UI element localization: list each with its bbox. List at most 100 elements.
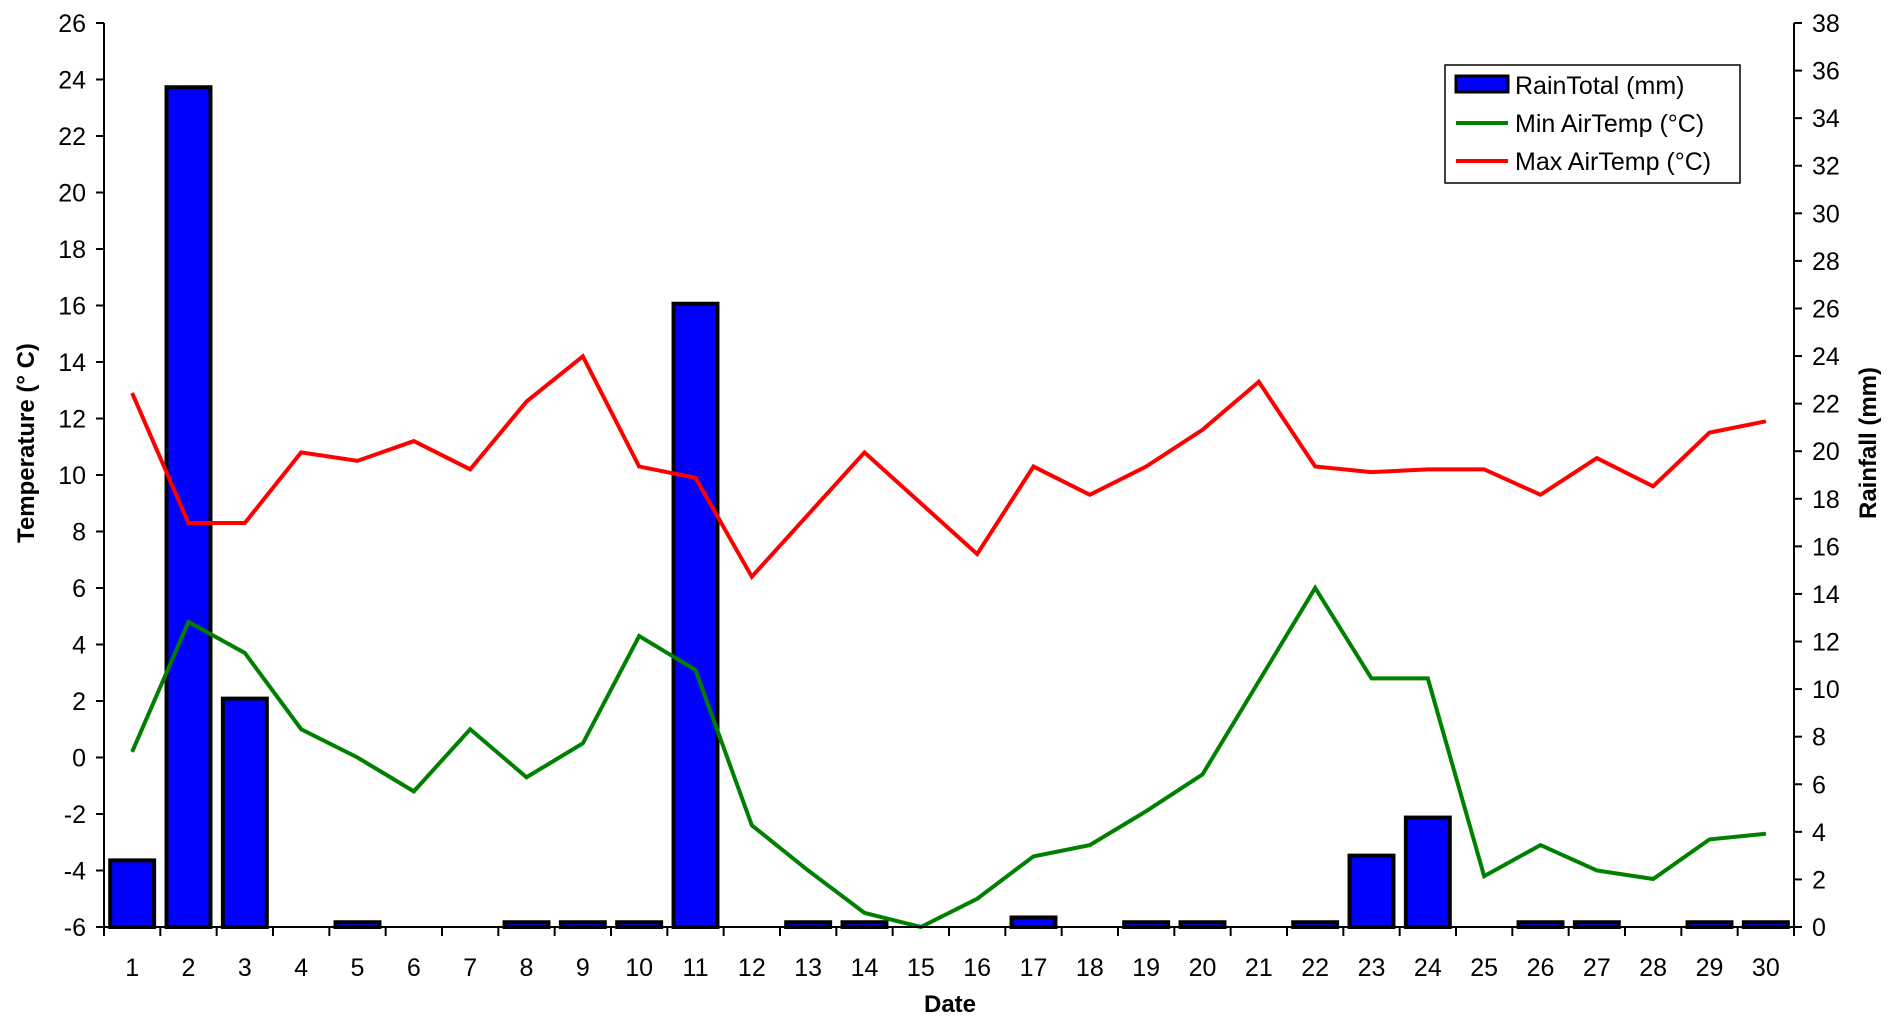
min-temp-point-23: [1371, 677, 1372, 679]
max-temp-point-29: [1709, 432, 1710, 434]
right-tick-label: 18: [1812, 486, 1840, 514]
x-tick-label: 9: [576, 954, 590, 982]
left-tick-label: 10: [58, 462, 86, 490]
x-tick-label: 5: [351, 954, 365, 982]
x-tick-label: 4: [294, 954, 308, 982]
x-tick-label: 15: [907, 954, 935, 982]
right-tick-label: 28: [1812, 248, 1840, 276]
min-temp-point-18: [1089, 844, 1091, 846]
rain-bar-11: [671, 301, 720, 930]
max-temp-point-11: [695, 477, 696, 479]
left-tick-label: 6: [72, 575, 86, 603]
min-temp-point-1: [131, 751, 133, 753]
max-temp-point-27: [1596, 457, 1598, 459]
min-temp-point-21: [1258, 680, 1260, 682]
max-temp-point-22: [1314, 466, 1316, 468]
left-axis-title: Temperature (° C): [13, 343, 40, 543]
max-temp-point-14: [864, 451, 865, 453]
max-temp-point-1: [131, 392, 133, 394]
min-temp-point-11: [695, 669, 696, 671]
max-temp-point-15: [920, 502, 922, 504]
left-tick-label: 12: [58, 406, 86, 434]
right-tick-label: 10: [1812, 676, 1840, 704]
min-temp-point-22: [1314, 587, 1316, 589]
rain-bar-2: [164, 85, 213, 930]
x-tick-label: 28: [1639, 954, 1667, 982]
max-temp-point-6: [413, 440, 415, 442]
min-temp-point-14: [864, 912, 865, 914]
max-temp-point-24: [1427, 468, 1429, 470]
max-temp-point-25: [1483, 468, 1485, 470]
max-temp-point-28: [1652, 485, 1654, 487]
max-temp-point-4: [300, 451, 302, 453]
min-temp-point-10: [638, 635, 640, 637]
left-tick-label: 4: [72, 632, 86, 660]
x-tick-label: 11: [683, 954, 709, 982]
x-tick-label: 8: [520, 954, 534, 982]
x-axis-title: Date: [924, 991, 976, 1018]
right-tick-label: 12: [1812, 629, 1840, 657]
min-temp-point-19: [1145, 810, 1147, 812]
min-temp-point-9: [582, 742, 584, 744]
x-tick-label: 22: [1301, 954, 1329, 982]
right-tick-label: 0: [1812, 914, 1826, 942]
right-tick-label: 6: [1812, 771, 1826, 799]
rain-bar-23: [1347, 853, 1396, 930]
x-tick-label: 29: [1696, 954, 1724, 982]
min-temp-point-13: [807, 870, 809, 871]
min-temp-point-4: [300, 728, 302, 730]
min-temp-point-6: [413, 790, 415, 792]
max-temp-point-2: [188, 522, 189, 524]
max-temp-point-10: [638, 466, 640, 468]
rain-bar-3: [220, 696, 269, 929]
max-temp-point-19: [1145, 466, 1147, 468]
right-tick-label: 38: [1812, 10, 1840, 38]
left-tick-label: 16: [58, 293, 86, 321]
min-temp-point-5: [357, 757, 358, 758]
left-tick-label: -6: [64, 914, 86, 942]
max-temp-point-9: [582, 355, 584, 357]
min-temp-point-27: [1596, 870, 1598, 871]
left-tick-label: 20: [58, 180, 86, 208]
x-tick-label: 27: [1583, 954, 1611, 982]
min-temp-point-16: [976, 898, 978, 900]
left-tick-label: 14: [58, 349, 86, 377]
legend-label-max: Max AirTemp (°C): [1515, 148, 1711, 176]
x-tick-label: 3: [238, 954, 252, 982]
left-tick-label: -2: [64, 801, 86, 829]
right-tick-label: 16: [1812, 533, 1840, 561]
min-temp-point-20: [1202, 773, 1203, 775]
right-tick-label: 26: [1812, 295, 1840, 323]
x-tick-label: 20: [1189, 954, 1217, 982]
right-tick-label: 34: [1812, 105, 1840, 133]
min-temp-point-24: [1427, 677, 1429, 679]
right-tick-label: 2: [1812, 866, 1826, 894]
left-tick-label: 8: [72, 519, 86, 547]
x-tick-label: 23: [1358, 954, 1386, 982]
max-temp-point-3: [244, 522, 246, 524]
x-tick-label: 7: [463, 954, 477, 982]
max-temp-point-26: [1540, 494, 1541, 496]
x-tick-label: 26: [1527, 954, 1555, 982]
legend-swatch-rain: [1454, 74, 1510, 94]
right-tick-label: 8: [1812, 724, 1826, 752]
max-temp-point-30: [1765, 420, 1767, 422]
legend-label-rain: RainTotal (mm): [1515, 72, 1684, 100]
right-axis-title: Rainfall (mm): [1855, 367, 1882, 519]
x-axis: 1 2 3 4 5 6 7 8 9 10 11 12 13 14 15 16 17 18 19 20 21 22 23 24 2…: [103, 926, 1795, 982]
x-tick-label: 16: [963, 954, 991, 982]
min-temp-point-17: [1033, 855, 1034, 857]
x-tick-label: 12: [738, 954, 766, 982]
max-temp-point-12: [751, 576, 753, 578]
left-tick-label: 18: [58, 236, 86, 264]
right-tick-label: 4: [1812, 819, 1826, 847]
min-temp-line: [130, 584, 1767, 930]
min-temp-point-29: [1709, 838, 1710, 840]
left-tick-label: 22: [58, 123, 86, 151]
right-tick-label: 20: [1812, 438, 1840, 466]
rain-bar-1: [108, 858, 157, 929]
min-temp-point-7: [469, 728, 471, 730]
min-temp-point-12: [751, 824, 753, 826]
